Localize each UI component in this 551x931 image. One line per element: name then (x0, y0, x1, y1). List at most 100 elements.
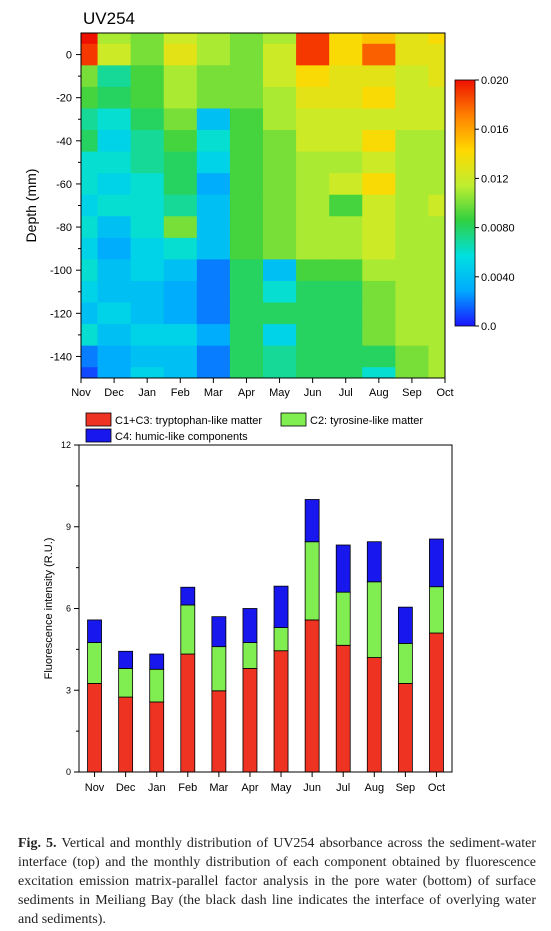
heatmap-cell (229, 33, 264, 45)
bar-nov-c4 (87, 619, 102, 643)
heatmap-cell (81, 216, 99, 239)
heatmap-cell (130, 33, 165, 45)
heatmap-y-tick-label: -100 (50, 265, 72, 277)
bar-dec-c4 (118, 650, 134, 669)
heatmap-cell (395, 194, 429, 217)
heatmap-cell (329, 216, 363, 239)
bar-apr-c4 (242, 608, 258, 643)
heatmap-cell (395, 43, 429, 66)
bar-x-tick-label: Sep (396, 782, 416, 794)
heatmap-cell (362, 108, 396, 131)
heatmap-cell (263, 345, 297, 368)
heatmap-cell (196, 367, 231, 379)
heatmap-cell (196, 151, 231, 174)
bar-chart-legend: C1+C3: tryptophan-like matter C2: tyrosin… (85, 412, 423, 443)
heatmap-cell (329, 345, 363, 368)
colorbar-tick-label: 0.0040 (481, 272, 515, 284)
heatmap-cell (130, 130, 165, 153)
heatmap-cell (97, 86, 132, 109)
heatmap-cell (296, 151, 330, 174)
heatmap-cell (296, 280, 330, 304)
heatmap-cell (395, 280, 429, 304)
heatmap-cells (81, 33, 446, 379)
heatmap-cell (263, 259, 297, 282)
heatmap-cell (130, 151, 165, 174)
heatmap-x-tick-label: Feb (171, 387, 190, 399)
heatmap-cell (229, 345, 264, 368)
heatmap-cell (296, 324, 330, 347)
heatmap-title: UV254 (83, 9, 135, 28)
figure-caption-text: Vertical and monthly distribution of UV2… (18, 836, 536, 927)
bar-dec-c2 (118, 668, 134, 698)
bar-sep-c1-c3 (397, 683, 413, 773)
heatmap-cell (130, 86, 165, 109)
heatmap-cell (229, 108, 264, 131)
heatmap-x-tick-label: Dec (104, 387, 124, 399)
legend-label-c2: C2: tyrosine-like matter (310, 415, 423, 427)
heatmap-cell (362, 33, 396, 45)
bar-x-tick-label: Nov (85, 782, 105, 794)
heatmap-cell (196, 194, 231, 217)
heatmap-x-tick-label: Nov (71, 387, 91, 399)
heatmap-cell (81, 324, 99, 347)
heatmap-cell (196, 302, 231, 325)
heatmap-cell (263, 237, 297, 260)
heatmap-cell (263, 173, 297, 196)
heatmap-cell (130, 43, 165, 66)
heatmap-cell (329, 43, 363, 66)
heatmap-cell (395, 324, 429, 347)
colorbar-tick-label: 0.020 (481, 75, 509, 87)
heatmap-cell (97, 108, 132, 131)
heatmap-cell (97, 280, 132, 304)
heatmap-cell (395, 216, 429, 239)
heatmap-cell (97, 324, 132, 347)
heatmap-cell (263, 33, 297, 45)
bar-jan-c1-c3 (149, 701, 165, 773)
heatmap-cell (163, 173, 198, 196)
heatmap-cell (362, 237, 396, 260)
bar-apr-c2 (242, 642, 258, 669)
heatmap-cell (296, 43, 330, 66)
bar-mar-c4 (211, 616, 227, 648)
heatmap-cell (163, 151, 198, 174)
heatmap-cell (296, 216, 330, 239)
heatmap-cell (428, 216, 446, 239)
fluorescence-stacked-bar-chart: C1+C3: tryptophan-like matter C2: tyrosin… (43, 412, 453, 794)
colorbar (454, 79, 476, 327)
heatmap-cell (362, 302, 396, 325)
bar-jun-c4 (304, 499, 320, 543)
heatmap-cell (163, 33, 198, 45)
heatmap-cell (395, 302, 429, 325)
heatmap-cell (395, 367, 429, 379)
heatmap-cell (428, 86, 446, 109)
legend-swatch-c2 (280, 412, 307, 427)
heatmap-y-axis-label: Depth (mm) (23, 169, 39, 243)
colorbar-tick-label: 0.0080 (481, 223, 515, 235)
heatmap-cell (362, 324, 396, 347)
heatmap-cell (428, 259, 446, 282)
heatmap-y-tick-label: -120 (50, 308, 72, 320)
heatmap-x-tick-label: Oct (436, 387, 453, 399)
heatmap-cell (263, 65, 297, 88)
bar-x-tick-label: May (271, 782, 292, 794)
heatmap-cell (296, 259, 330, 282)
heatmap-cell (329, 367, 363, 379)
heatmap-cell (428, 33, 446, 45)
heatmap-cell (263, 302, 297, 325)
heatmap-cell (229, 43, 264, 66)
heatmap-cell (296, 345, 330, 368)
heatmap-cell (263, 367, 297, 379)
heatmap-cell (130, 280, 165, 304)
colorbar-tick-label: 0.016 (481, 124, 509, 136)
bar-y-tick-label: 3 (66, 685, 71, 695)
heatmap-cell (81, 345, 99, 368)
bar-mar-c2 (211, 646, 227, 692)
heatmap-cell (163, 324, 198, 347)
heatmap-cell (130, 367, 165, 379)
heatmap-cell (329, 194, 363, 217)
heatmap-cell (97, 259, 132, 282)
legend-label-c1-c3: C1+C3: tryptophan-like matter (115, 415, 262, 427)
bar-chart-frame (78, 444, 453, 773)
heatmap-cell (81, 237, 99, 260)
bar-may-c4 (273, 585, 289, 628)
